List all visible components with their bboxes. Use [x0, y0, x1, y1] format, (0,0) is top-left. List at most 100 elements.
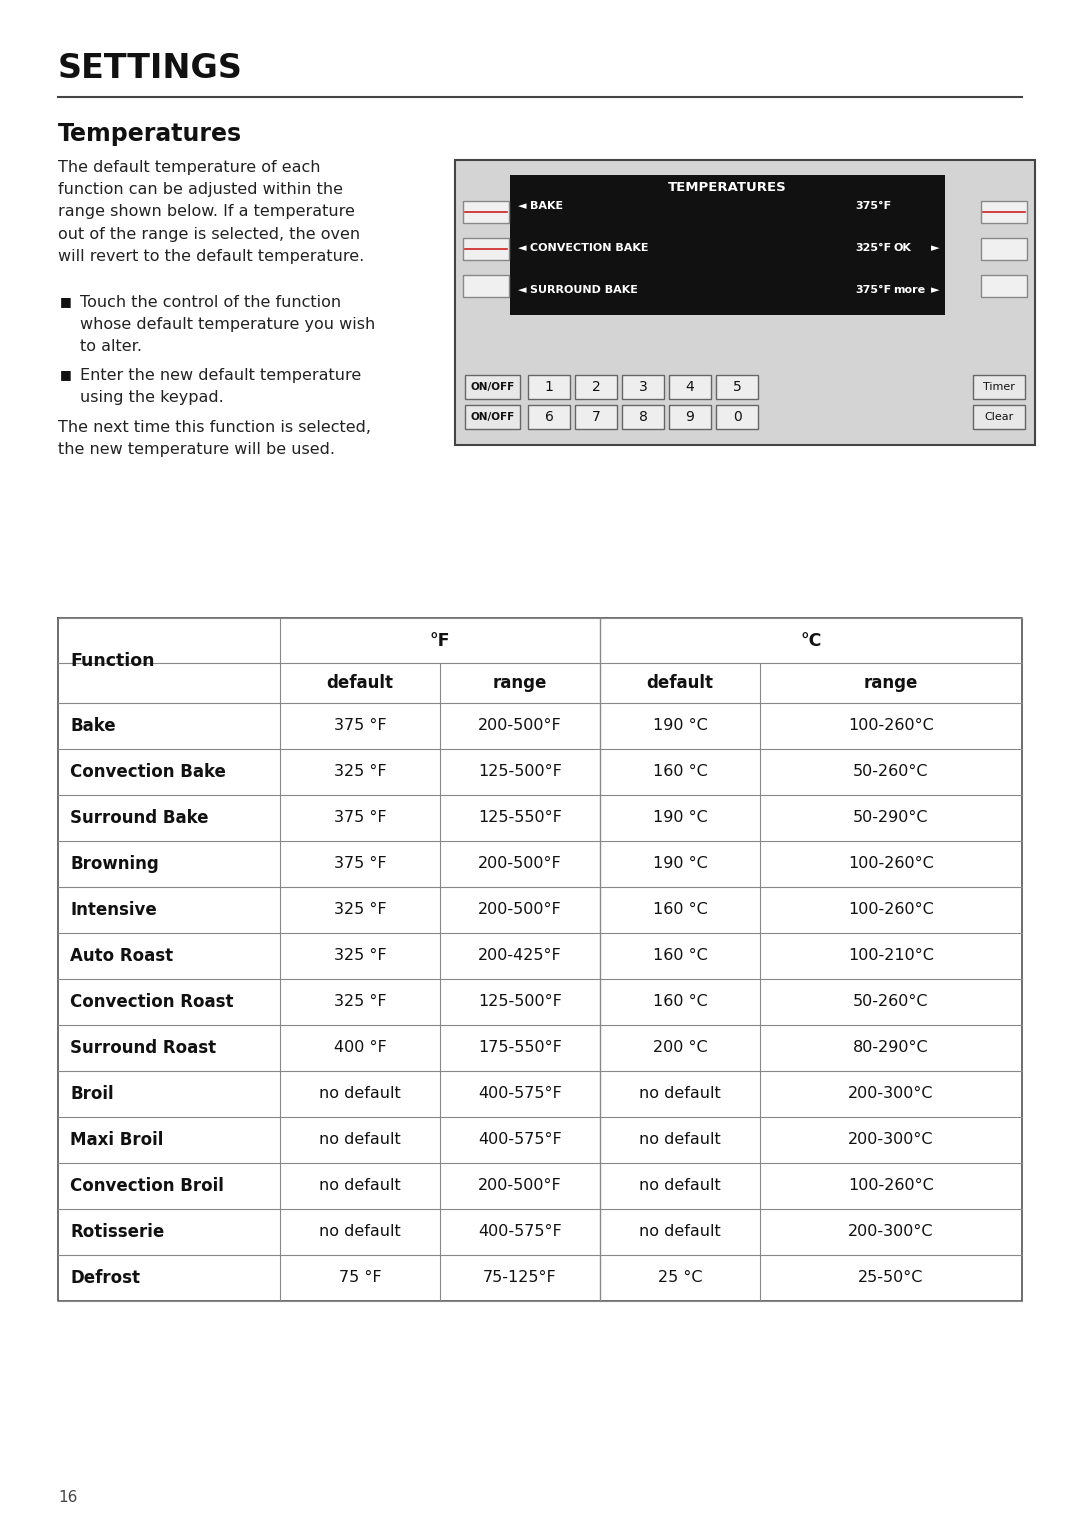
- Bar: [528, 374, 570, 399]
- Text: 400-575°F: 400-575°F: [478, 1132, 562, 1148]
- Text: 125-500°F: 125-500°F: [478, 995, 562, 1010]
- Text: ◄: ◄: [518, 202, 527, 211]
- Text: Convection Roast: Convection Roast: [70, 993, 233, 1012]
- Text: Bake: Bake: [70, 717, 116, 735]
- Text: 4: 4: [686, 380, 694, 394]
- Bar: [465, 374, 519, 399]
- Text: SETTINGS: SETTINGS: [58, 52, 243, 86]
- Text: Touch the control of the function
whose default temperature you wish
to alter.: Touch the control of the function whose …: [80, 295, 375, 354]
- Text: Clear: Clear: [984, 413, 1014, 422]
- Bar: [465, 405, 519, 429]
- Text: 50-260°C: 50-260°C: [853, 995, 929, 1010]
- Text: range: range: [864, 674, 918, 692]
- Text: ■: ■: [60, 368, 71, 380]
- Text: Defrost: Defrost: [70, 1268, 140, 1287]
- Text: 190 °C: 190 °C: [652, 810, 707, 825]
- Text: TEMPERATURES: TEMPERATURES: [669, 180, 787, 194]
- Text: 375 °F: 375 °F: [334, 810, 387, 825]
- Text: 200-500°F: 200-500°F: [478, 903, 562, 917]
- Text: Maxi Broil: Maxi Broil: [70, 1131, 163, 1149]
- Text: no default: no default: [639, 1086, 720, 1102]
- Bar: [575, 374, 617, 399]
- Text: default: default: [326, 674, 393, 692]
- Text: Browning: Browning: [70, 856, 159, 872]
- Text: 325 °F: 325 °F: [334, 764, 387, 779]
- Text: no default: no default: [319, 1178, 401, 1193]
- Text: Enter the new default temperature
using the keypad.: Enter the new default temperature using …: [80, 368, 361, 405]
- Text: 200-500°F: 200-500°F: [478, 857, 562, 871]
- Text: 25 °C: 25 °C: [658, 1270, 702, 1285]
- Text: 50-290°C: 50-290°C: [853, 810, 929, 825]
- Text: 100-260°C: 100-260°C: [848, 903, 934, 917]
- Text: 160 °C: 160 °C: [652, 949, 707, 964]
- Text: 8: 8: [638, 410, 647, 423]
- Text: ■: ■: [60, 295, 71, 309]
- Text: 175-550°F: 175-550°F: [478, 1041, 562, 1056]
- Bar: [973, 374, 1025, 399]
- Text: 200-300°C: 200-300°C: [848, 1224, 934, 1239]
- Text: OK: OK: [893, 243, 910, 254]
- Text: 400-575°F: 400-575°F: [478, 1224, 562, 1239]
- Text: 325 °F: 325 °F: [334, 995, 387, 1010]
- Bar: [622, 374, 664, 399]
- Bar: [58, 617, 1022, 1300]
- Bar: [463, 238, 509, 260]
- Text: CONVECTION BAKE: CONVECTION BAKE: [530, 243, 648, 254]
- Text: 400-575°F: 400-575°F: [478, 1086, 562, 1102]
- Text: 1: 1: [544, 380, 553, 394]
- Text: Surround Roast: Surround Roast: [70, 1039, 216, 1057]
- Text: BAKE: BAKE: [530, 202, 563, 211]
- Text: 100-260°C: 100-260°C: [848, 857, 934, 871]
- Bar: [622, 405, 664, 429]
- Text: 200-500°F: 200-500°F: [478, 718, 562, 733]
- Bar: [981, 275, 1027, 296]
- Text: default: default: [647, 674, 714, 692]
- Text: Broil: Broil: [70, 1085, 113, 1103]
- Text: 375°F: 375°F: [855, 286, 891, 295]
- Text: 325 °F: 325 °F: [334, 949, 387, 964]
- Text: The next time this function is selected,
the new temperature will be used.: The next time this function is selected,…: [58, 420, 372, 457]
- Text: 125-500°F: 125-500°F: [478, 764, 562, 779]
- Text: 80-290°C: 80-290°C: [853, 1041, 929, 1056]
- Text: °C: °C: [800, 631, 822, 649]
- Text: 6: 6: [544, 410, 553, 423]
- Text: ►: ►: [931, 286, 940, 295]
- Bar: [463, 202, 509, 223]
- Text: 375 °F: 375 °F: [334, 718, 387, 733]
- Text: Auto Roast: Auto Roast: [70, 947, 173, 966]
- Bar: [528, 405, 570, 429]
- Text: ON/OFF: ON/OFF: [471, 413, 515, 422]
- Text: 0: 0: [732, 410, 741, 423]
- Text: SURROUND BAKE: SURROUND BAKE: [530, 286, 638, 295]
- Text: °F: °F: [430, 631, 450, 649]
- Text: 25-50°C: 25-50°C: [859, 1270, 923, 1285]
- Text: no default: no default: [319, 1132, 401, 1148]
- Text: 200-300°C: 200-300°C: [848, 1086, 934, 1102]
- Text: Timer: Timer: [983, 382, 1015, 393]
- Text: 50-260°C: 50-260°C: [853, 764, 929, 779]
- Text: Temperatures: Temperatures: [58, 122, 242, 147]
- Text: 125-550°F: 125-550°F: [478, 810, 562, 825]
- Text: no default: no default: [639, 1178, 720, 1193]
- Bar: [455, 160, 1035, 445]
- Text: 325 °F: 325 °F: [334, 903, 387, 917]
- Text: 375 °F: 375 °F: [334, 857, 387, 871]
- Text: 16: 16: [58, 1490, 78, 1505]
- Text: 200-500°F: 200-500°F: [478, 1178, 562, 1193]
- Text: 160 °C: 160 °C: [652, 995, 707, 1010]
- Text: ◄: ◄: [518, 286, 527, 295]
- Text: 200 °C: 200 °C: [652, 1041, 707, 1056]
- Bar: [716, 374, 758, 399]
- Text: 400 °F: 400 °F: [334, 1041, 387, 1056]
- Text: 75-125°F: 75-125°F: [483, 1270, 557, 1285]
- Text: no default: no default: [639, 1224, 720, 1239]
- Text: more: more: [893, 286, 926, 295]
- Text: 325°F: 325°F: [855, 243, 891, 254]
- Text: no default: no default: [639, 1132, 720, 1148]
- Text: 5: 5: [732, 380, 741, 394]
- Text: 200-425°F: 200-425°F: [478, 949, 562, 964]
- Text: Intensive: Intensive: [70, 902, 157, 918]
- Text: 375°F: 375°F: [855, 202, 891, 211]
- Bar: [981, 202, 1027, 223]
- Text: The default temperature of each
function can be adjusted within the
range shown : The default temperature of each function…: [58, 160, 364, 264]
